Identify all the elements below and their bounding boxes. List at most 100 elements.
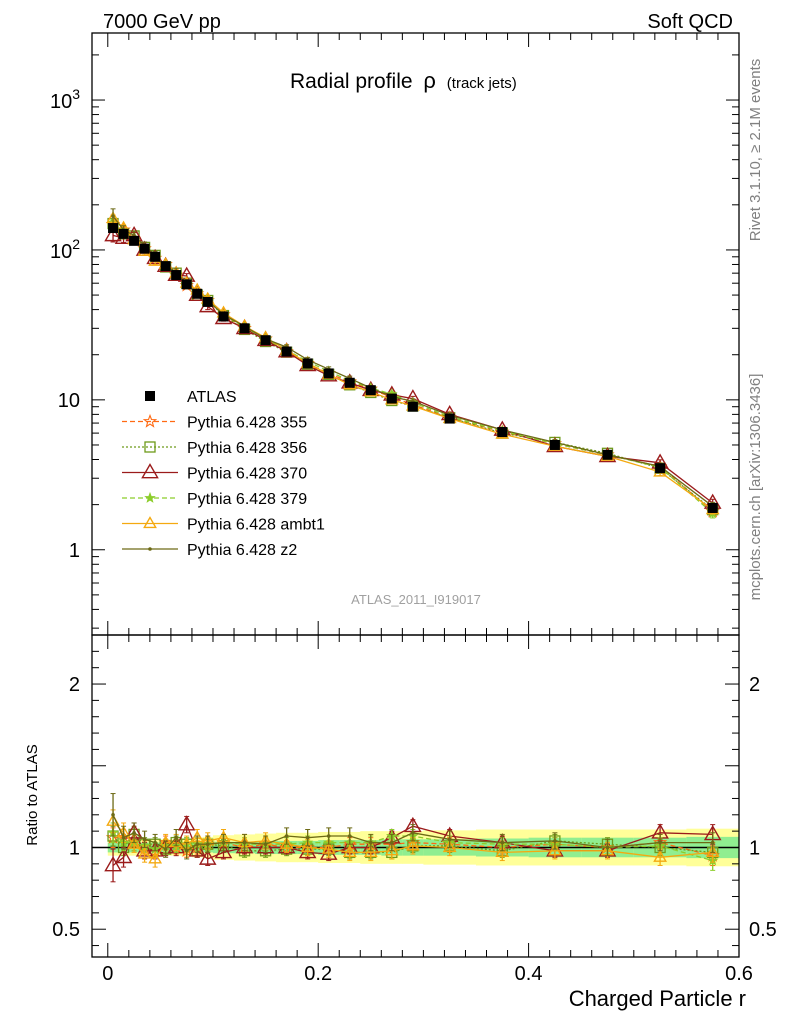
- ratio-y-label: Ratio to ATLAS: [24, 744, 41, 845]
- title-sub: (track jets): [447, 75, 517, 92]
- y-tick-label: 1: [69, 540, 80, 562]
- data-point: [118, 228, 129, 239]
- data-point: [384, 843, 399, 856]
- legend-entry-pythia-6-428-370: Pythia 6.428 370: [122, 463, 307, 483]
- series-line-pythia-6-428-356: [112, 833, 713, 854]
- ratio-panel-series: [104, 793, 722, 883]
- data-point: [447, 837, 452, 842]
- data-point: [198, 849, 217, 865]
- data-point: [114, 847, 133, 864]
- data-point: [549, 439, 560, 450]
- data-point: [605, 845, 610, 850]
- data-point: [242, 840, 247, 845]
- data-point: [214, 842, 233, 859]
- legend-label: Pythia 6.428 ambt1: [187, 517, 325, 534]
- title-main: Radial profile: [290, 70, 413, 93]
- legend-marker: [143, 516, 157, 529]
- data-point: [184, 848, 189, 853]
- data-point: [321, 841, 336, 854]
- data-point: [655, 463, 666, 474]
- data-point: [302, 358, 313, 369]
- x-axis-label: Charged Particle r: [569, 986, 746, 1011]
- data-point: [553, 839, 557, 843]
- data-point: [368, 840, 373, 845]
- data-point: [281, 346, 292, 357]
- legend-marker: [141, 463, 159, 479]
- ratio-y-tick-label: 2: [69, 674, 80, 696]
- data-point: [148, 851, 163, 864]
- data-point: [163, 847, 168, 851]
- x-tick-label: 0: [102, 963, 113, 985]
- ratio-y-tick-label-right: 2: [749, 674, 760, 696]
- data-point: [104, 226, 122, 242]
- data-point: [121, 835, 126, 840]
- data-point: [390, 840, 394, 845]
- data-point: [653, 849, 668, 862]
- data-point: [150, 251, 161, 262]
- chart-title: Radial profile ρ (track jets): [290, 68, 517, 93]
- data-point: [111, 214, 115, 218]
- data-point: [205, 842, 210, 847]
- series-line-pythia-6-428-z2: [112, 215, 714, 507]
- data-point: [129, 235, 140, 246]
- legend-marker: [145, 391, 155, 401]
- series-line-pythia-6-428-370: [112, 234, 714, 504]
- data-point: [547, 843, 562, 856]
- data-point: [495, 844, 510, 857]
- data-point: [139, 243, 150, 254]
- analysis-label: ATLAS_2011_I919017: [351, 592, 481, 607]
- ratio-y-tick-label-right: 0.5: [749, 919, 777, 941]
- series-atlas: [108, 223, 718, 513]
- source-label: mcplots.cern.ch [arXiv:1306.3436]: [747, 374, 764, 601]
- data-point: [347, 834, 352, 838]
- data-point: [127, 836, 141, 849]
- data-point: [221, 840, 226, 845]
- data-point: [192, 288, 203, 299]
- legend-label: Pythia 6.428 356: [187, 440, 307, 457]
- data-point: [111, 812, 115, 817]
- data-point: [142, 837, 147, 842]
- ratio-y-tick-label-right: 1: [749, 837, 760, 859]
- legend-marker: [148, 547, 152, 551]
- legend-label: ATLAS: [187, 389, 237, 406]
- data-point: [171, 270, 182, 281]
- x-tick-label: 0.2: [304, 963, 332, 985]
- data-point: [104, 856, 122, 872]
- x-tick-label: 0.6: [725, 963, 753, 985]
- data-point: [405, 838, 420, 851]
- data-point: [279, 836, 294, 849]
- legend-marker: [144, 441, 156, 453]
- x-tick-label: 0.4: [515, 963, 543, 985]
- legend-entry-pythia-6-428-355: Pythia 6.428 355: [122, 413, 307, 432]
- legend-entry-pythia-6-428-379: Pythia 6.428 379: [122, 491, 307, 508]
- main-panel-series: [104, 208, 722, 519]
- legend-entry-pythia-6-428-z2: Pythia 6.428 z2: [122, 542, 297, 559]
- data-point: [260, 335, 271, 346]
- series-line-pythia-6-428-355: [113, 837, 713, 857]
- legend-marker: [142, 413, 158, 428]
- axes: 1 10 102 103 0 0.2 0.4 0.6 0.5 0.5 1 1 2 2: [50, 32, 777, 985]
- data-point: [710, 840, 715, 845]
- data-point: [707, 502, 718, 513]
- data-point: [444, 413, 455, 424]
- ratio-y-tick-label: 1: [69, 837, 80, 859]
- legend: ATLAS Pythia 6.428 355 Pythia 6.428 356 Pyt…: [122, 389, 325, 559]
- legend-entry-pythia-6-428-356: Pythia 6.428 356: [122, 440, 307, 457]
- data-point: [263, 842, 268, 847]
- legend-label: Pythia 6.428 355: [187, 415, 307, 432]
- ratio-panel-frame: [91, 634, 740, 958]
- data-point: [188, 841, 207, 857]
- data-point: [344, 377, 355, 388]
- energy-label: 7000 GeV pp: [103, 11, 221, 33]
- data-point: [407, 401, 418, 412]
- legend-marker: [144, 491, 156, 503]
- data-point: [132, 830, 136, 835]
- data-point: [137, 846, 152, 859]
- legend-entry-atlas: ATLAS: [145, 389, 237, 406]
- data-point: [305, 835, 310, 840]
- data-point: [323, 368, 334, 379]
- data-point: [658, 840, 662, 845]
- data-point: [181, 279, 192, 290]
- data-point: [602, 449, 613, 460]
